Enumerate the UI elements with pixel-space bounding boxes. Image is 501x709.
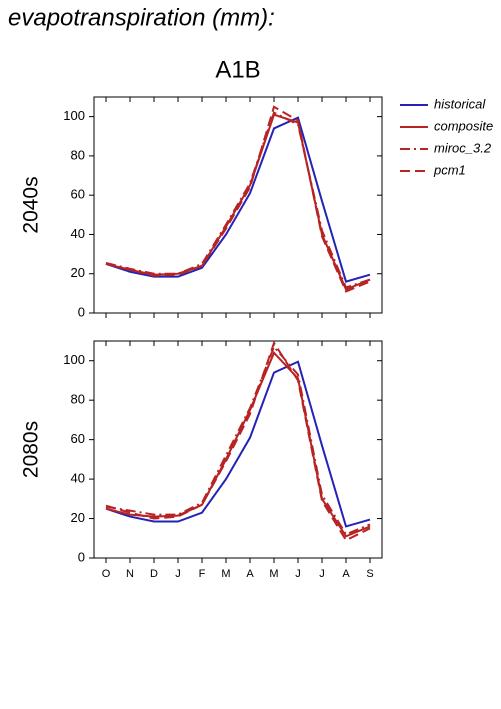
y-tick-label: 40 [71,471,85,486]
x-tick-label: M [269,568,278,580]
series-line [105,111,371,289]
y-tick-label: 100 [63,352,85,367]
x-tick-label: F [199,568,206,580]
plot-frame [93,340,383,559]
series-line [105,340,371,542]
x-tick-label: A [342,568,350,580]
series-line [105,105,371,293]
subtitle: A1B [215,56,260,83]
legend-label: composite [434,118,493,133]
y-tick-label: 0 [78,304,85,319]
y-tick-label: 20 [71,510,85,525]
series-line [105,116,371,283]
legend-label: historical [434,96,486,111]
x-tick-label: J [319,568,325,580]
x-tick-label: O [102,568,111,580]
page-title: evapotranspiration (mm): [8,4,275,31]
series-line [105,345,371,536]
y-tick-label: 20 [71,265,85,280]
series-line [105,351,371,538]
series-line [105,113,371,291]
x-tick-label: J [175,568,181,580]
x-tick-label: J [295,568,301,580]
y-axis-label: 2080s [20,421,43,478]
plot-frame [93,96,383,314]
x-tick-label: S [366,568,373,580]
y-tick-label: 80 [71,392,85,407]
x-tick-label: N [126,568,134,580]
y-axis-label: 2040s [20,176,43,233]
y-tick-label: 60 [71,187,85,202]
x-tick-label: A [246,568,254,580]
y-tick-label: 100 [63,108,85,123]
x-tick-label: D [150,568,158,580]
y-tick-label: 0 [78,549,85,564]
legend-label: miroc_3.2 [434,140,492,155]
legend-label: pcm1 [433,162,466,177]
series-line [105,360,371,528]
y-tick-label: 80 [71,147,85,162]
x-tick-label: M [221,568,230,580]
y-tick-label: 40 [71,226,85,241]
y-tick-label: 60 [71,431,85,446]
